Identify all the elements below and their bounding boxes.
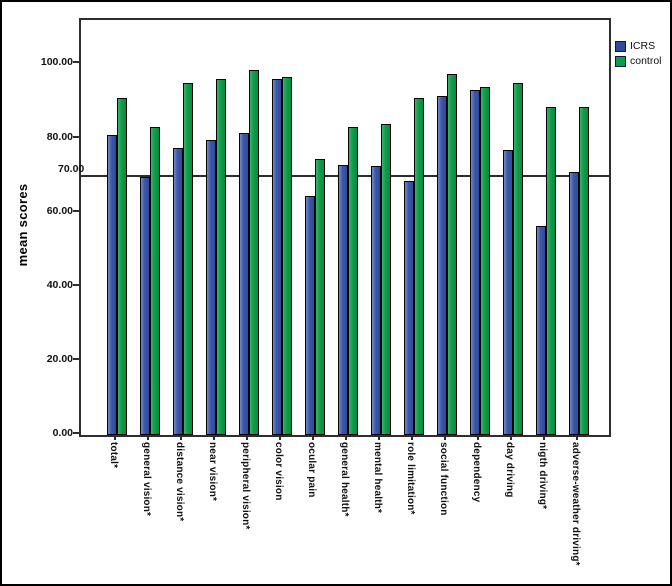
legend-item-icrs: ICRS [615, 40, 662, 52]
y-tick-mark [73, 283, 79, 286]
y-tick-mark [73, 135, 79, 138]
bar-control-3 [216, 79, 226, 435]
x-tick-mark [312, 435, 314, 440]
x-category-label: color vision [273, 442, 284, 501]
y-tick-mark [73, 357, 79, 360]
x-category-label: nigth driving* [537, 442, 548, 510]
x-tick-mark [378, 435, 380, 440]
y-tick-label: 20.00 [46, 352, 73, 365]
y-tick-label: 100.00 [40, 56, 73, 69]
x-tick-mark [510, 435, 512, 440]
x-tick-mark [477, 435, 479, 440]
x-tick-mark [411, 435, 413, 440]
x-tick-mark [543, 435, 545, 440]
y-tick-mark [73, 432, 79, 434]
bar-icrs-4 [239, 133, 249, 435]
x-tick-mark [180, 435, 182, 440]
y-tick-label: 60.00 [46, 204, 73, 217]
x-category-label: peripheral vision* [240, 442, 251, 530]
y-tick-label: 80.00 [46, 130, 73, 143]
bar-icrs-10 [437, 95, 447, 435]
bar-icrs-7 [338, 164, 348, 435]
y-tick-mark [73, 209, 79, 212]
bar-control-10 [447, 73, 457, 435]
y-tick-label: 0.00 [52, 427, 73, 439]
bar-icrs-8 [371, 166, 381, 435]
x-tick-mark [279, 435, 281, 440]
legend-label-control: control [630, 55, 662, 67]
bar-icrs-14 [569, 171, 579, 435]
reference-line-label: 70.00 [58, 162, 85, 175]
x-tick-mark [147, 435, 149, 440]
legend-swatch-icrs-icon [615, 40, 626, 52]
bar-control-4 [249, 70, 259, 435]
bar-control-5 [282, 77, 292, 435]
bar-icrs-5 [272, 79, 282, 435]
x-tick-mark [444, 435, 446, 440]
x-category-label: ocular pain [306, 442, 317, 498]
x-tick-mark [114, 435, 116, 440]
y-tick-label: 40.00 [46, 278, 73, 291]
bar-control-14 [579, 107, 589, 435]
bar-icrs-13 [536, 225, 546, 435]
legend: ICRS control [615, 40, 662, 70]
bar-control-11 [480, 86, 490, 435]
x-tick-mark [576, 435, 578, 440]
bar-control-0 [117, 97, 127, 435]
bar-control-2 [183, 82, 193, 435]
bar-control-6 [315, 158, 325, 435]
x-category-label: day driving [504, 442, 515, 498]
x-category-label: dependency [471, 442, 482, 503]
legend-swatch-control-icon [615, 55, 626, 67]
y-tick-mark [73, 61, 79, 64]
bar-icrs-6 [305, 196, 315, 435]
bar-icrs-12 [503, 149, 513, 435]
bar-icrs-0 [107, 134, 117, 435]
x-category-label: near vision* [207, 442, 218, 502]
x-category-label: role limitation* [405, 442, 416, 515]
x-tick-mark [246, 435, 248, 440]
legend-item-control: control [615, 55, 662, 67]
plot-area [79, 18, 611, 437]
x-category-label: adverse-weather driving* [570, 442, 581, 566]
bar-control-9 [414, 97, 424, 435]
x-category-label: mental health* [372, 442, 383, 514]
bar-control-7 [348, 127, 358, 435]
bar-icrs-11 [470, 90, 480, 435]
x-category-label: social function [438, 442, 449, 516]
bar-control-12 [513, 82, 523, 435]
x-category-label: general vision* [141, 442, 152, 517]
x-category-label: general health* [339, 442, 350, 517]
x-tick-mark [345, 435, 347, 440]
x-tick-mark [213, 435, 215, 440]
bar-control-8 [381, 123, 391, 435]
x-category-label: distance vision* [174, 442, 185, 522]
bar-icrs-9 [404, 181, 414, 435]
legend-label-icrs: ICRS [630, 40, 656, 52]
bar-icrs-2 [173, 147, 183, 435]
bar-icrs-3 [206, 140, 216, 435]
bar-control-13 [546, 107, 556, 435]
x-category-label: total* [108, 442, 119, 469]
y-axis-title: mean scores [15, 183, 30, 267]
bar-control-1 [150, 127, 160, 435]
bar-icrs-1 [140, 177, 150, 435]
